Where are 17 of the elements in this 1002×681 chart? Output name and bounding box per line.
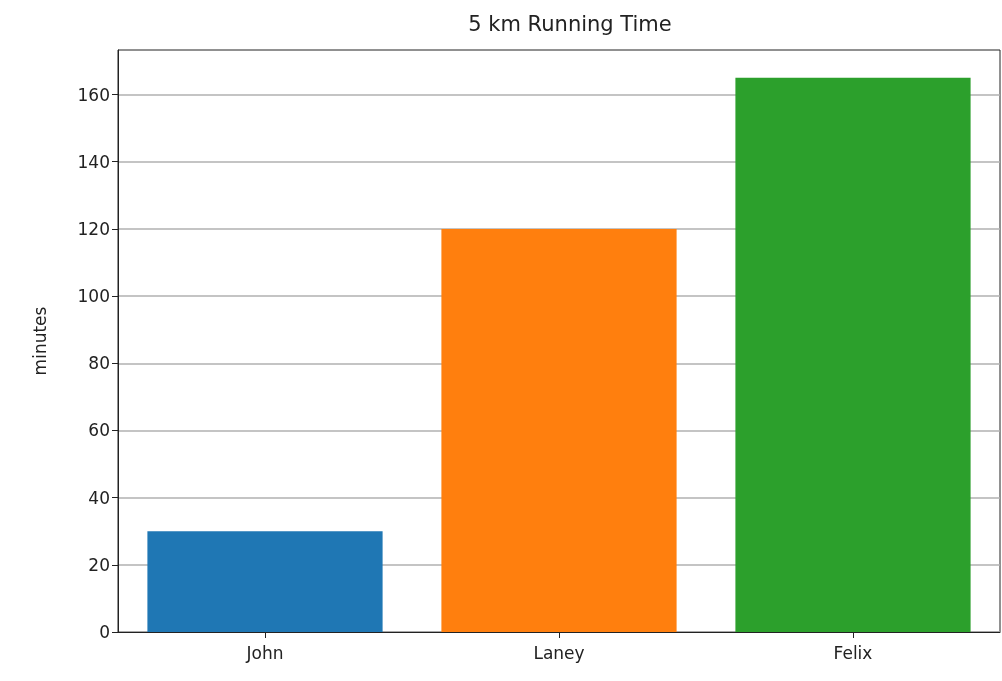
y-tick-label: 160 [77,84,110,105]
bar [735,77,971,632]
y-tick-label: 140 [77,151,110,172]
x-tick-label: Laney [533,642,585,663]
y-tick-label: 40 [88,487,110,508]
y-tick-label: 20 [88,554,110,575]
y-tick-label: 0 [99,622,110,642]
x-tick-label: Felix [833,642,873,663]
bar [147,531,383,632]
y-tick-label: 100 [77,286,110,307]
bar [441,228,677,632]
y-tick-label: 80 [88,353,110,374]
chart-title: 5 km Running Time [468,11,672,36]
y-tick-label: 60 [88,420,110,441]
y-axis-title: minutes [29,306,50,376]
x-tick-label: John [245,642,284,663]
y-tick-label: 120 [77,218,110,239]
